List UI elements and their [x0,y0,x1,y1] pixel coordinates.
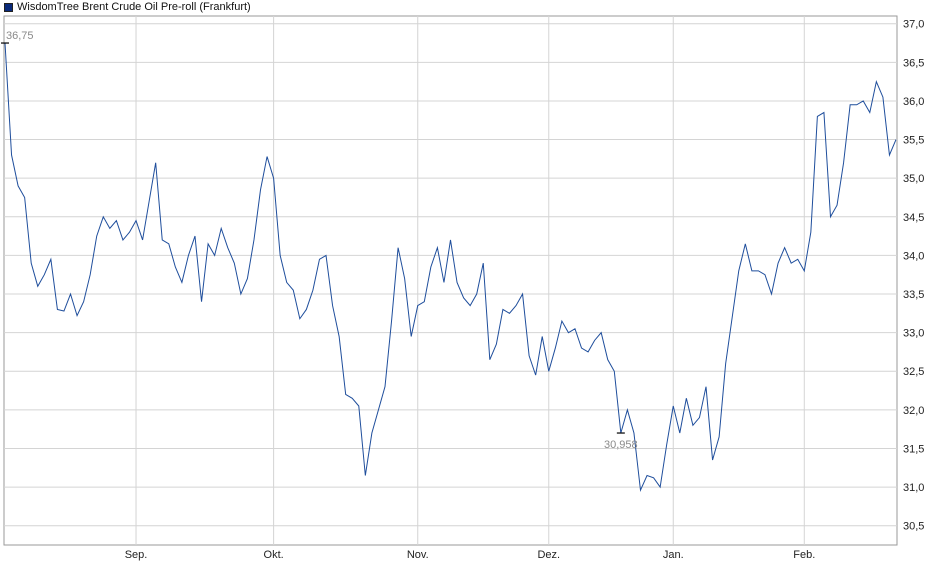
max-value-label: 36,75 [6,30,34,42]
x-tick-label: Feb. [793,549,815,561]
annotations: 36,75 30,958 [1,30,638,451]
y-tick-label: 32,5 [903,366,924,378]
plot-area [3,15,898,546]
y-tick-label: 31,5 [903,443,924,455]
price-series-line [4,43,897,493]
y-tick-label: 34,0 [903,250,924,262]
y-tick-label: 36,0 [903,96,924,108]
x-tick-label: Sep. [125,549,148,561]
y-tick-label: 32,0 [903,405,924,417]
x-tick-label: Jan. [663,549,684,561]
y-tick-label: 35,0 [903,173,924,185]
y-tick-label: 33,5 [903,289,924,301]
y-tick-label: 30,5 [903,521,924,533]
chart-legend: WisdomTree Brent Crude Oil Pre-roll (Fra… [4,0,251,14]
y-tick-label: 35,5 [903,135,924,147]
y-tick-label: 31,0 [903,482,924,494]
y-axis: 37,0 36,5 36,0 35,5 35,0 34,5 34,0 33,5 33,0 32,5… [903,19,924,533]
x-axis: Sep. Okt. Nov. Dez. Jan. Feb. [125,549,816,561]
y-tick-label: 34,5 [903,212,924,224]
min-value-label: 30,958 [604,439,638,451]
x-tick-label: Okt. [264,549,284,561]
legend-label: WisdomTree Brent Crude Oil Pre-roll (Fra… [17,1,251,13]
y-tick-label: 36,5 [903,57,924,69]
x-tick-label: Nov. [407,549,429,561]
x-tick-label: Dez. [537,549,560,561]
y-tick-label: 37,0 [903,19,924,31]
legend-swatch [4,2,13,12]
y-tick-label: 33,0 [903,328,924,340]
